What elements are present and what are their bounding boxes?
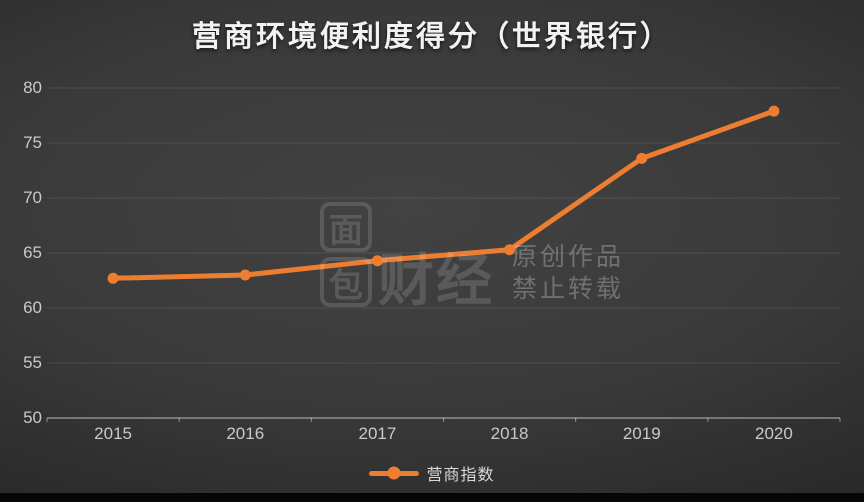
x-tick-label: 2020 bbox=[754, 424, 793, 443]
data-point bbox=[504, 244, 516, 256]
y-tick-label: 70 bbox=[23, 188, 42, 207]
data-point bbox=[239, 269, 251, 281]
data-point bbox=[768, 105, 780, 117]
y-tick-label: 65 bbox=[23, 243, 42, 262]
series-line bbox=[110, 108, 777, 281]
y-tick-label: 55 bbox=[23, 353, 42, 372]
x-tick-label: 2017 bbox=[358, 424, 397, 443]
data-point bbox=[107, 272, 119, 284]
x-tick-label: 2018 bbox=[490, 424, 529, 443]
x-tick-label: 2016 bbox=[226, 424, 265, 443]
legend-label: 营商指数 bbox=[426, 467, 495, 484]
y-tick-label: 60 bbox=[23, 298, 42, 317]
legend-dot-marker bbox=[387, 466, 401, 480]
data-point bbox=[636, 152, 648, 164]
x-tick-label: 2019 bbox=[622, 424, 661, 443]
legend-line-marker bbox=[369, 466, 420, 480]
y-tick-label: 75 bbox=[23, 133, 42, 152]
chart-title: 营商环境便利度得分（世界银行） bbox=[191, 21, 672, 53]
x-tick-label: 2015 bbox=[94, 424, 132, 443]
y-tick-label: 80 bbox=[23, 78, 42, 97]
data-point bbox=[371, 255, 383, 267]
bottom-black-bar bbox=[0, 493, 864, 502]
legend: 营商指数 bbox=[0, 461, 864, 485]
y-tick-label: 50 bbox=[23, 408, 42, 427]
